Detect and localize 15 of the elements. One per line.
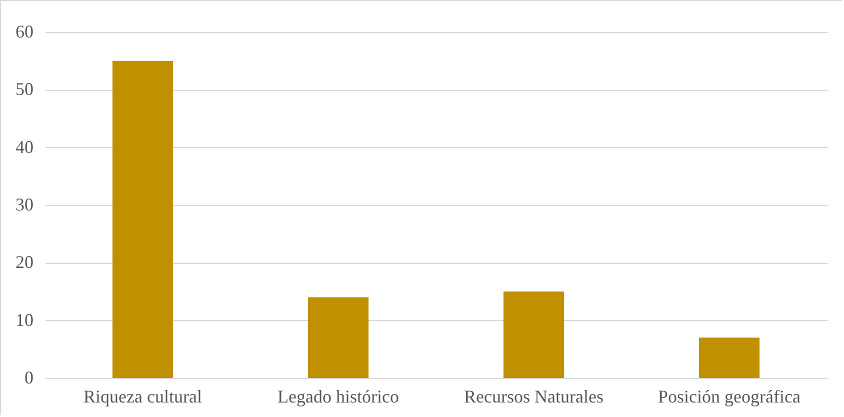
x-tick-label: Riqueza cultural (84, 386, 202, 406)
bar (698, 338, 760, 378)
bar (308, 297, 369, 378)
x-tick-label: Recursos Naturales (464, 386, 604, 406)
bar (112, 60, 174, 378)
y-tick-label: 60 (16, 22, 34, 42)
y-tick-label: 10 (16, 310, 34, 330)
y-tick-label: 0 (24, 368, 34, 388)
y-tick-label: 20 (16, 252, 34, 272)
y-tick-label: 30 (16, 194, 34, 214)
x-tick-label: Legado histórico (278, 386, 399, 406)
y-tick-label: 40 (16, 136, 34, 157)
y-tick-label: 50 (16, 79, 34, 100)
x-tick-label: Posición geográfica (658, 386, 800, 406)
bar (503, 292, 564, 378)
